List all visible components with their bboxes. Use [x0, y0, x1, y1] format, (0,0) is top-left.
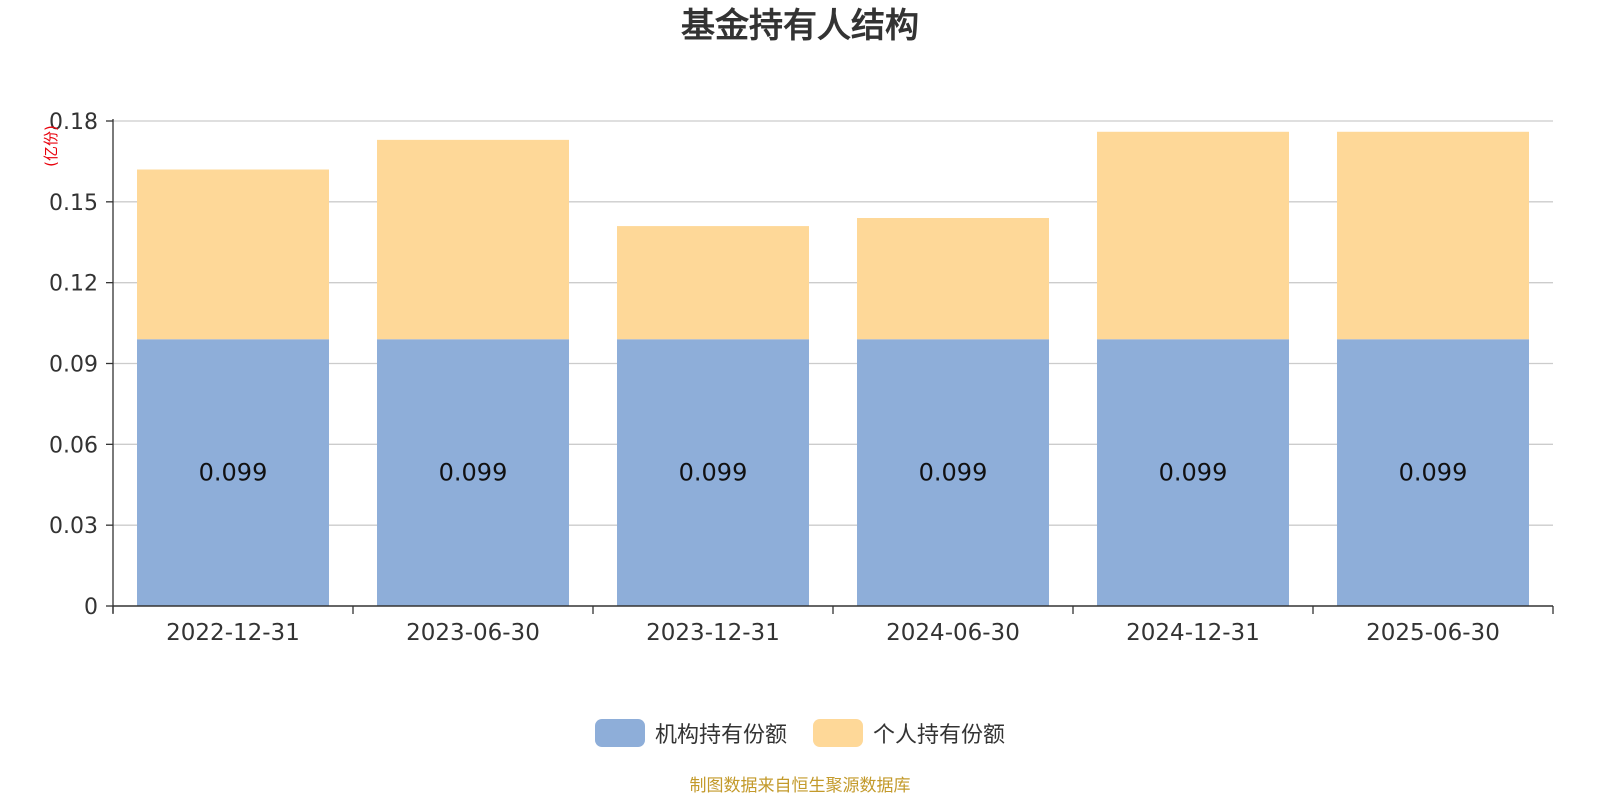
- bar-individual: [1337, 131, 1529, 340]
- x-tick-label: 2024-06-30: [886, 620, 1020, 646]
- bar-data-label: 0.099: [199, 459, 268, 487]
- bar-institutional: [617, 339, 809, 606]
- bar-institutional: [1337, 339, 1529, 606]
- x-tick-label: 2022-12-31: [166, 620, 300, 646]
- x-tick-label: 2023-12-31: [646, 620, 780, 646]
- bar-individual: [857, 218, 1049, 340]
- y-tick-label: 0.18: [49, 110, 98, 135]
- bar-individual: [1097, 131, 1289, 340]
- bar-data-label: 0.099: [439, 459, 508, 487]
- bar-individual: [377, 139, 569, 340]
- legend-item-individual[interactable]: 个人持有份额: [813, 717, 1005, 749]
- bar-chart: 0 0.03 0.06 0.09 0.12 0.15 0.18(亿份) 0.099 0.099 0…: [42, 110, 1554, 646]
- bar-institutional: [377, 339, 569, 606]
- legend-item-institutional[interactable]: 机构持有份额: [594, 717, 787, 749]
- y-tick-label: 0.09: [49, 353, 98, 378]
- y-tick-label: 0: [84, 595, 98, 620]
- bar-data-label: 0.099: [679, 459, 748, 487]
- chart-legend: 机构持有份额 个人持有份额: [0, 717, 1600, 749]
- bar-data-label: 0.099: [1399, 459, 1468, 487]
- y-axis-unit-label: (亿份): [42, 125, 60, 167]
- legend-label-institutional: 机构持有份额: [654, 723, 787, 748]
- legend-swatch-institutional: [594, 719, 645, 747]
- y-tick-label: 0.03: [49, 514, 98, 539]
- y-tick-label: 0.15: [49, 191, 98, 216]
- y-tick-label: 0.06: [49, 433, 98, 458]
- chart-title: 基金持有人结构: [681, 6, 919, 46]
- legend-label-individual: 个人持有份额: [873, 723, 1006, 748]
- bar-individual: [617, 226, 809, 340]
- bar-institutional: [137, 339, 329, 606]
- y-tick-label: 0.12: [49, 272, 98, 297]
- x-tick-label: 2023-06-30: [406, 620, 540, 646]
- bar-institutional: [1097, 339, 1289, 606]
- legend-swatch-individual: [813, 719, 863, 747]
- x-tick-label: 2025-06-30: [1366, 620, 1500, 646]
- bar-data-label: 0.099: [919, 459, 988, 487]
- source-note: 制图数据来自恒生聚源数据库: [689, 776, 911, 796]
- bar-individual: [137, 169, 329, 340]
- x-tick-label: 2024-12-31: [1126, 620, 1260, 646]
- bar-data-label: 0.099: [1159, 459, 1228, 487]
- bar-institutional: [857, 339, 1049, 606]
